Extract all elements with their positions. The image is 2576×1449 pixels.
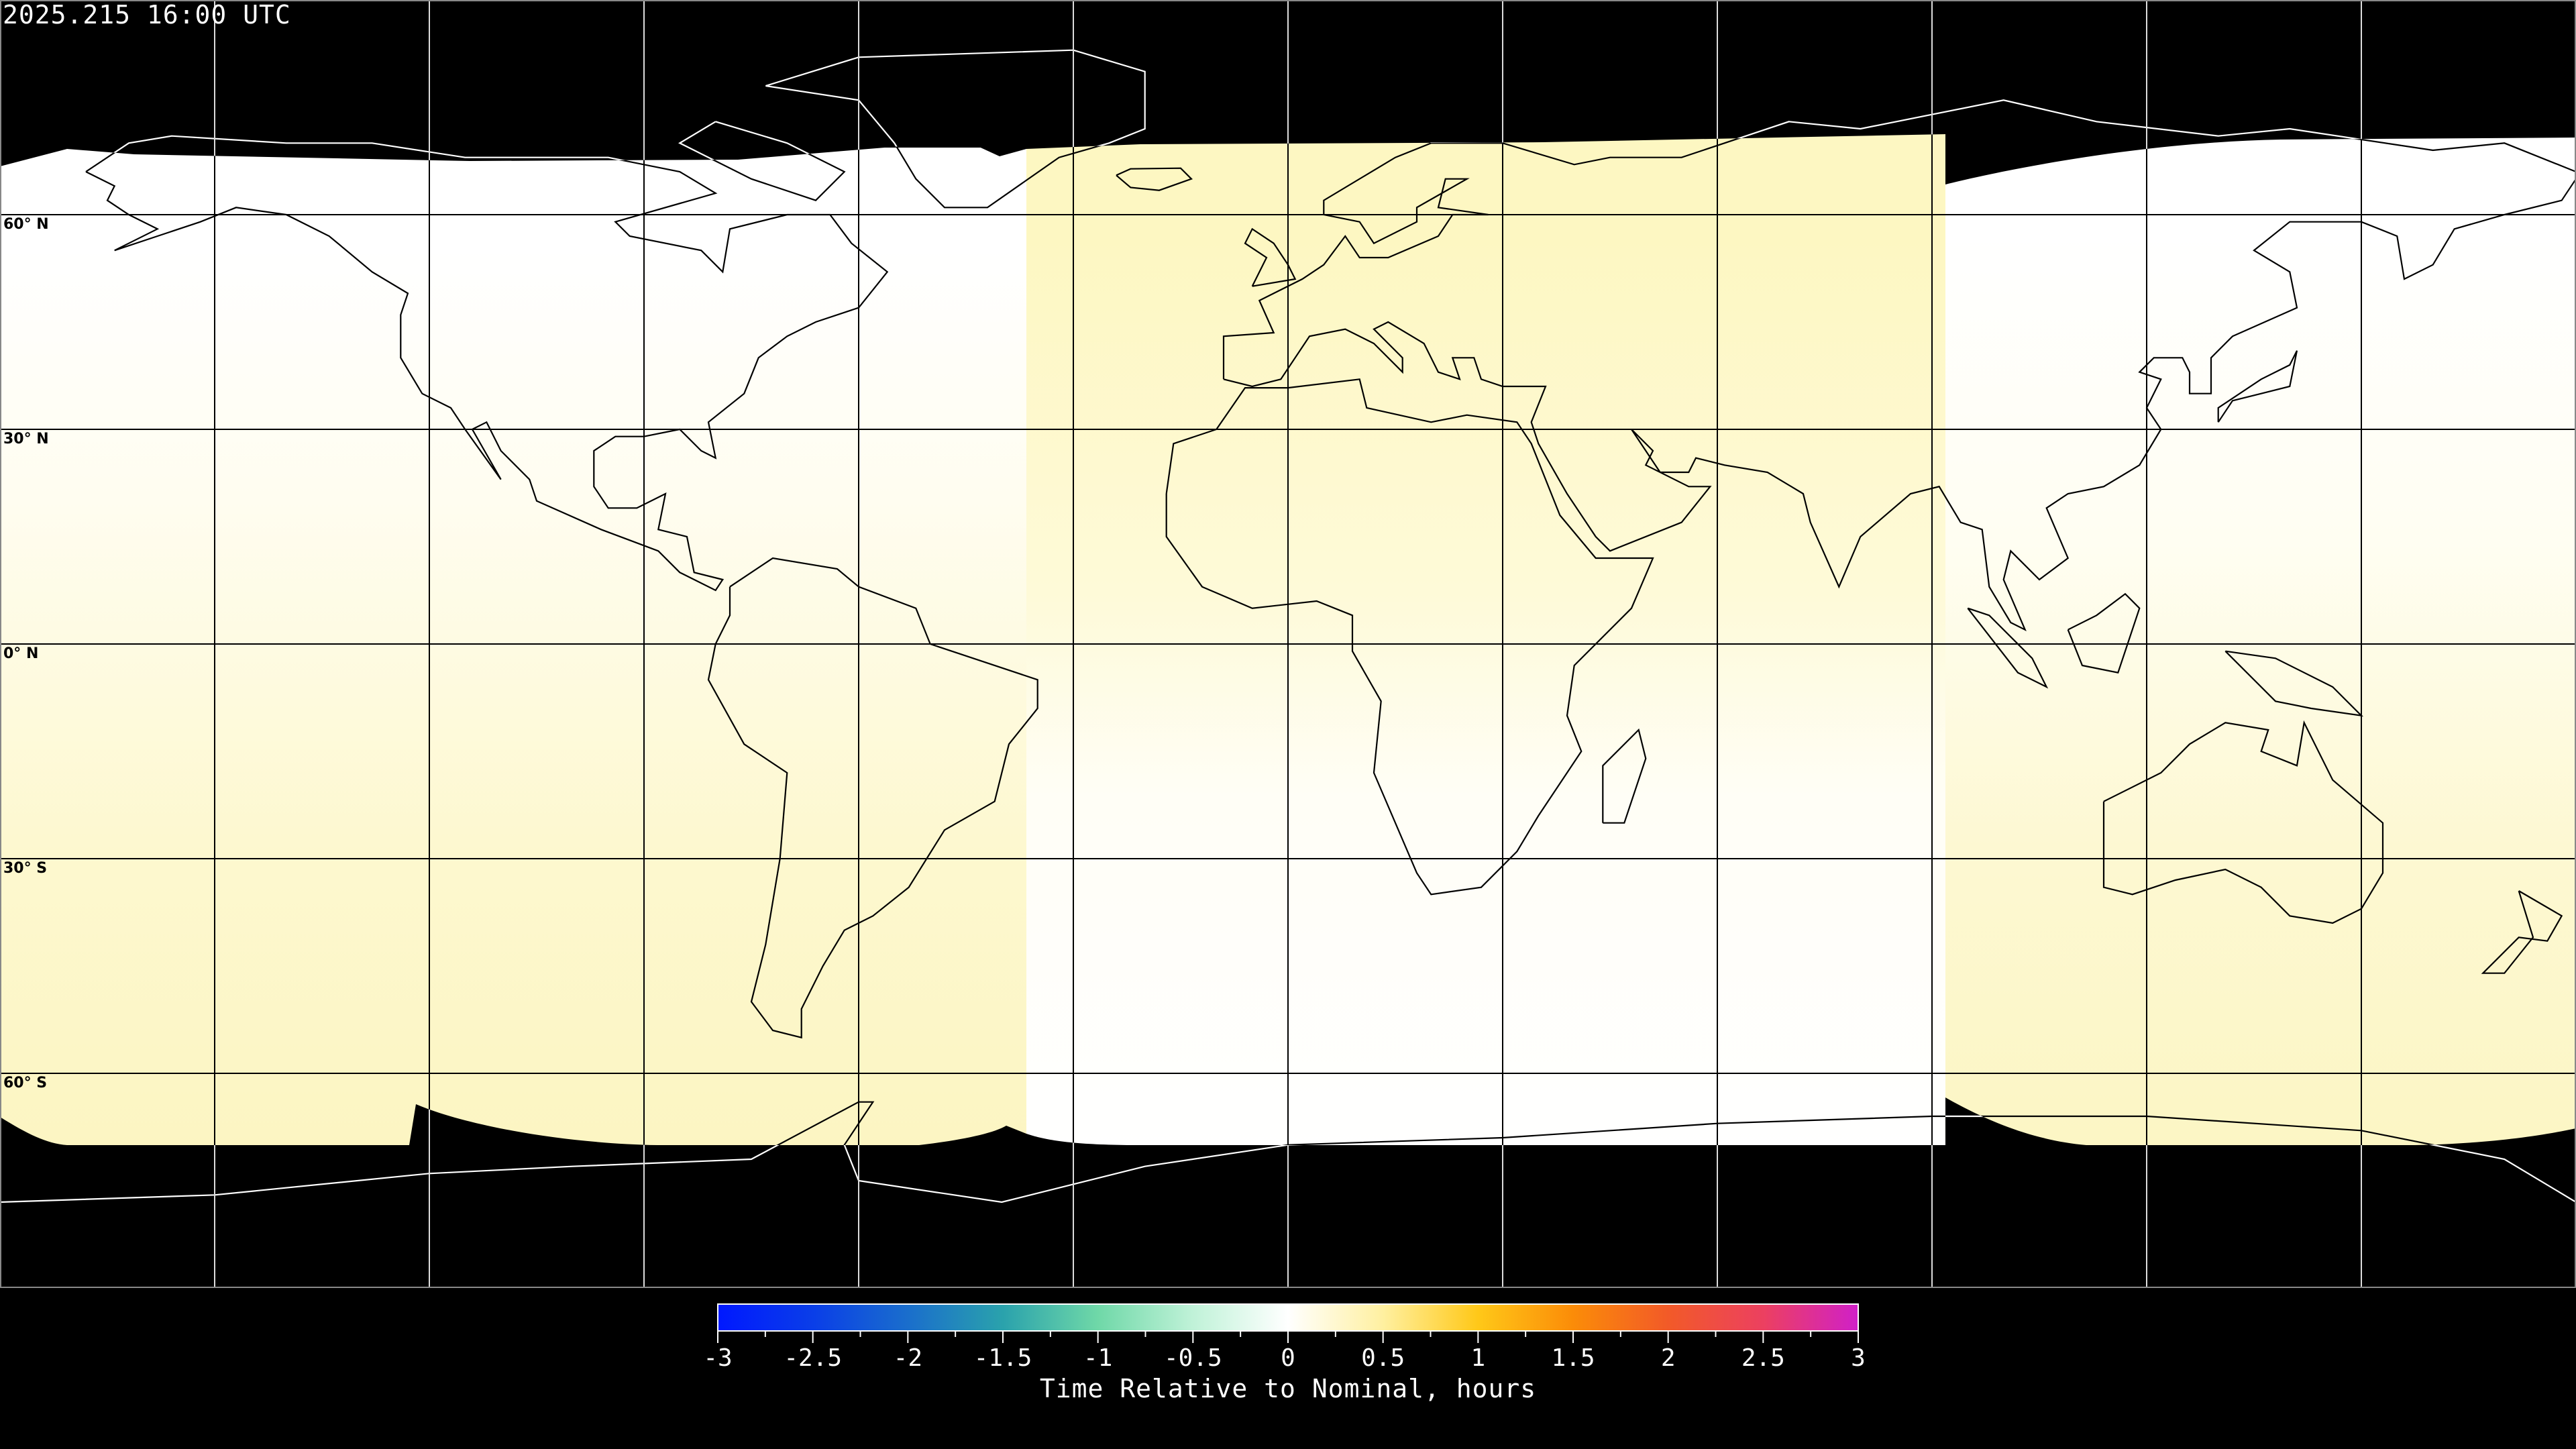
lat-label-30n: 30° N: [3, 431, 49, 447]
lat-label-60s: 60° S: [3, 1075, 48, 1091]
coastline-britain: [1244, 227, 1297, 287]
colorbar-tick-label: -2.5: [784, 1344, 842, 1368]
coastline-eurasia: [1222, 99, 2576, 632]
colorbar: -3 -2.5 -2 -1.5 -1 -0.5 0 0.5 1 1.5 2 2.5 3: [703, 1303, 1866, 1368]
colorbar-tick-label: 1.5: [1551, 1344, 1595, 1368]
day-region-west: [0, 148, 1026, 1154]
coastline-japan: [2217, 350, 2298, 423]
colorbar-tick-label: -1: [1083, 1344, 1112, 1368]
coastline-africa: [1165, 378, 1654, 896]
coastline-iceland: [1116, 167, 1193, 191]
colorbar-tick-label: 2: [1661, 1344, 1676, 1368]
coastline-borneo: [2067, 592, 2141, 674]
colorbar-tick-label: -1.5: [974, 1344, 1032, 1368]
colorbar-tick-label: -0.5: [1164, 1344, 1222, 1368]
colorbar-tick-label: 1: [1470, 1344, 1485, 1368]
lat-label-30s: 30° S: [3, 860, 48, 877]
coastline-australia: [2102, 720, 2384, 924]
colorbar-tick-label: 0.5: [1361, 1344, 1405, 1368]
lat-label-0n: 0° N: [3, 645, 39, 662]
timestamp-title: 2025.215 16:00 UTC: [3, 0, 291, 30]
colorbar-tick-label: 0: [1281, 1344, 1295, 1368]
colorbar-tick-label: 2.5: [1741, 1344, 1785, 1368]
coastline-sumatra: [1967, 607, 2049, 689]
colorbar-gradient: [717, 1303, 1859, 1332]
colorbar-tick-label: -2: [894, 1344, 922, 1368]
graticule: [0, 0, 2576, 1288]
colorbar-tick-label: -3: [703, 1344, 732, 1368]
lat-label-60n: 60° N: [3, 216, 49, 233]
world-map: [0, 0, 2576, 1288]
night-mask: [0, 0, 2576, 1288]
coastline-north-america: [85, 135, 889, 592]
colorbar-tick-label: 3: [1851, 1344, 1866, 1368]
coastline-new-zealand: [2481, 890, 2563, 974]
coastline-madagascar: [1602, 728, 1647, 824]
colorbar-title: Time Relative to Nominal, hours: [1039, 1374, 1537, 1403]
map-border: [0, 0, 2576, 1288]
